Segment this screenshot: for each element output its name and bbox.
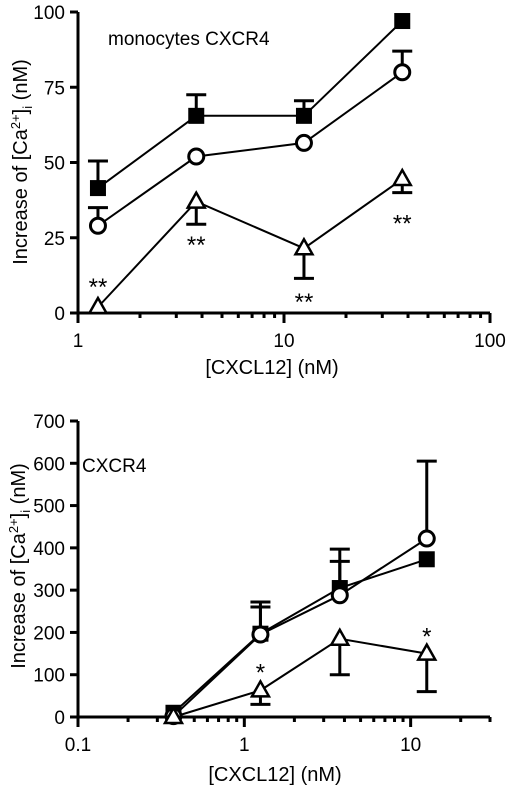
y-tick-label: 0 <box>54 708 65 729</box>
x-axis-title: [CXCL12] (nM) <box>208 764 341 786</box>
data-point-square <box>89 180 106 197</box>
data-point-circle <box>330 586 349 605</box>
data-point-triangle <box>87 295 109 315</box>
x-tick-label: 0.1 <box>65 735 91 756</box>
data-point-triangle <box>391 167 413 187</box>
data-point-circle <box>187 147 206 166</box>
y-tick-label: 100 <box>33 3 65 24</box>
series-line-filled-square <box>97 20 403 189</box>
y-tick-label: 25 <box>44 229 65 250</box>
data-point-triangle <box>249 678 272 698</box>
y-tick-label: 300 <box>33 581 65 602</box>
y-tick-label: 500 <box>33 497 65 518</box>
chart-title: monocytes CXCR4 <box>108 29 270 50</box>
data-point-triangle <box>293 236 315 256</box>
x-tick-label: 10 <box>273 331 294 352</box>
data-point-triangle <box>416 642 438 661</box>
x-tick-label: 1 <box>73 331 84 352</box>
data-point-circle <box>294 133 313 152</box>
chart-title: CXCR4 <box>82 456 147 477</box>
significance-label: ** <box>187 232 206 259</box>
series-line-filled-square <box>172 558 428 714</box>
y-tick-label: 0 <box>54 304 65 325</box>
data-point-circle <box>88 216 107 235</box>
data-point-circle <box>251 625 270 644</box>
chart-monocytes-cxcr4: monocytes CXCR4 [CXCL12] (nM) Increase o… <box>8 3 506 379</box>
y-axis-title: Increase of [Ca2+]i (nM) <box>6 463 33 669</box>
data-point-square <box>418 551 435 568</box>
y-tick-label: 100 <box>33 666 65 687</box>
data-point-triangle <box>162 705 185 725</box>
x-tick-label: 10 <box>400 735 421 756</box>
significance-label: * <box>422 623 431 650</box>
y-tick-label: 75 <box>44 78 65 99</box>
data-point-square <box>188 107 205 124</box>
data-point-square <box>394 13 411 30</box>
y-tick-label: 200 <box>33 623 65 644</box>
data-point-triangle <box>329 627 351 647</box>
y-tick-label: 50 <box>44 154 65 175</box>
data-point-triangle <box>185 190 207 209</box>
y-axis-title: Increase of [Ca2+]i (nM) <box>8 59 35 265</box>
significance-label: ** <box>89 274 108 301</box>
significance-label: * <box>256 659 265 686</box>
data-point-square <box>295 107 312 124</box>
y-tick-label: 600 <box>33 454 65 475</box>
series-line-open-circle <box>97 71 403 227</box>
series-line-open-triangle <box>97 178 403 308</box>
x-tick-label: 100 <box>474 331 506 352</box>
series-line-open-circle <box>172 537 428 717</box>
x-axis-title: [CXCL12] (nM) <box>205 357 338 379</box>
data-point-circle <box>417 529 436 548</box>
y-tick-label: 700 <box>33 412 65 433</box>
y-tick-label: 400 <box>33 539 65 560</box>
significance-label: ** <box>393 211 412 238</box>
significance-label: ** <box>295 289 314 316</box>
data-point-circle <box>393 63 412 82</box>
series-line-open-triangle <box>173 637 427 718</box>
chart-cxcr4: CXCR4 [CXCL12] (nM) Increase of [Ca2+]i … <box>6 412 492 786</box>
x-tick-label: 1 <box>239 735 250 756</box>
